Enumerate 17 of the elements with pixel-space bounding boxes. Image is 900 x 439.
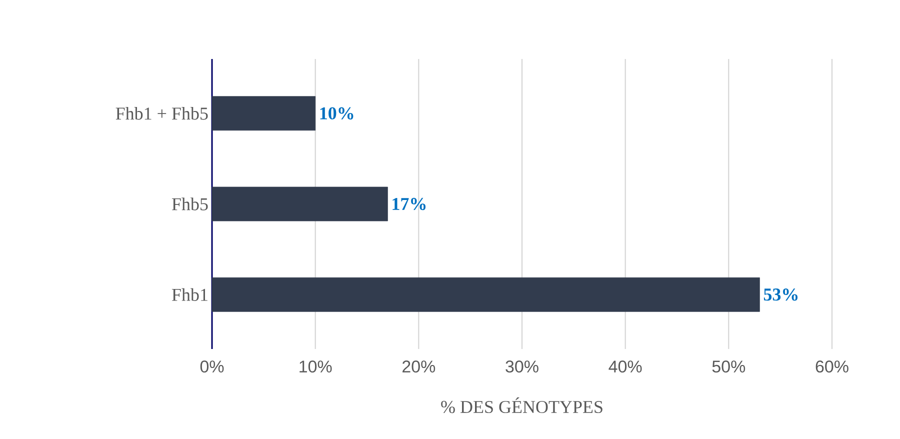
x-tick-label: 50% [712, 360, 746, 373]
data-label: 17% [392, 198, 426, 210]
y-tick-label: Fhb1 [172, 288, 208, 301]
x-tick-label: 40% [608, 360, 642, 373]
y-tick-label: Fhb1 + Fhb5 [116, 107, 208, 120]
data-label: 10% [320, 107, 354, 120]
bar [212, 277, 760, 312]
x-tick-label: 0% [200, 360, 224, 373]
x-tick-label: 60% [816, 360, 848, 373]
x-tick-label: 30% [506, 360, 538, 373]
x-tick-label: 10% [300, 360, 332, 373]
y-tick-label: Fhb5 [172, 198, 208, 210]
x-axis-title: % DES GÉNOTYPES [441, 397, 602, 414]
bar [212, 186, 388, 222]
x-tick-label: 20% [402, 360, 436, 373]
bar [212, 96, 316, 131]
data-label: 53% [764, 288, 798, 301]
